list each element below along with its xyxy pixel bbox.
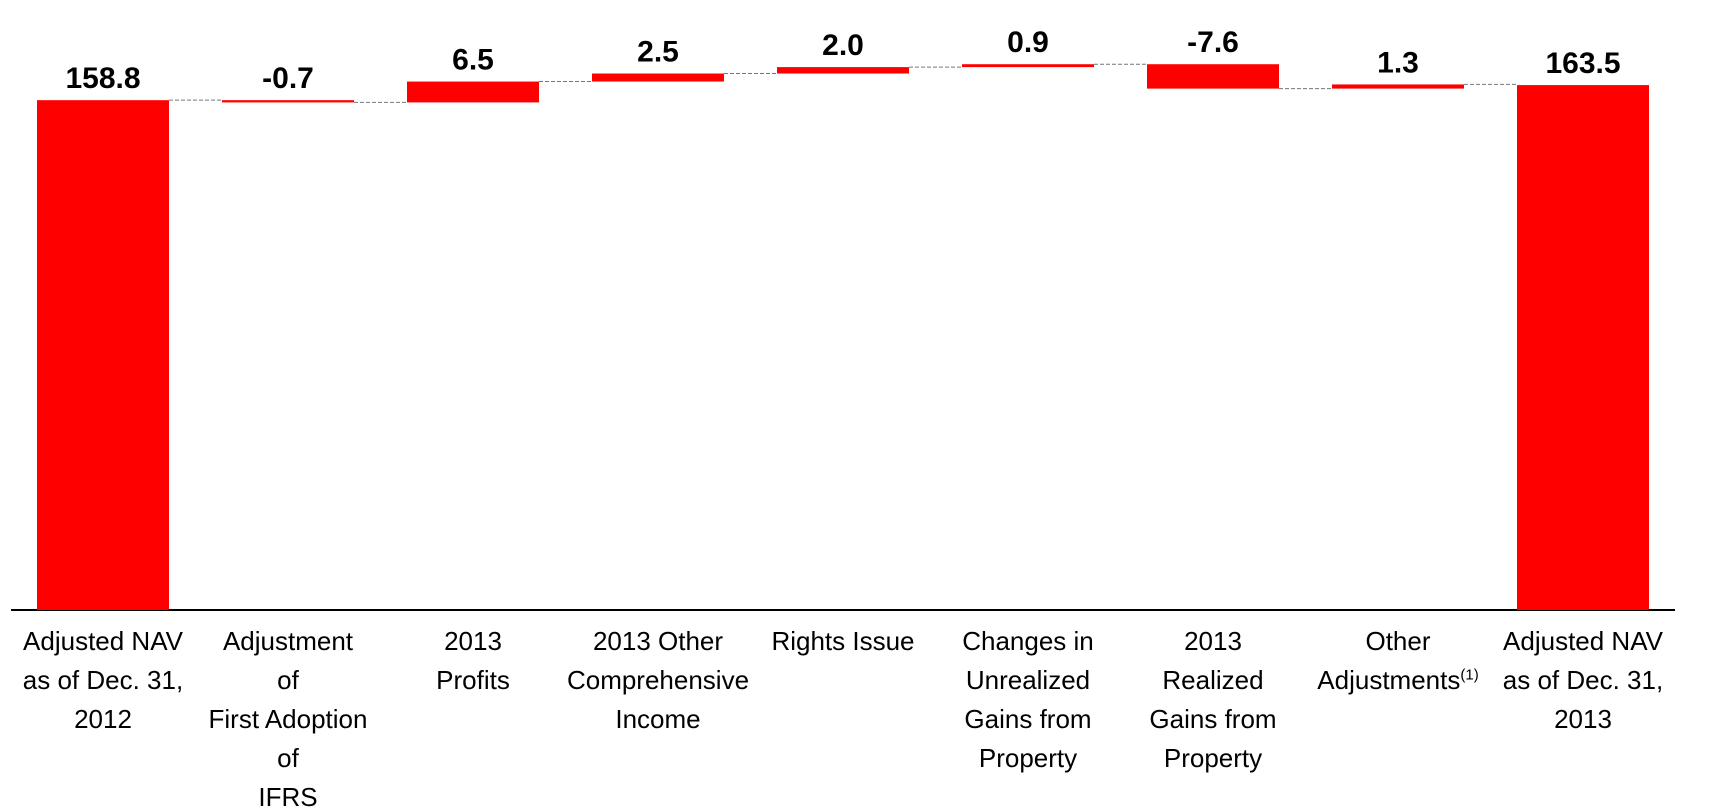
value-label: -0.7 <box>262 62 314 95</box>
value-label: 163.5 <box>1545 47 1620 80</box>
value-label: 6.5 <box>452 44 494 77</box>
value-label: 2.0 <box>822 29 864 62</box>
category-text: Adjusted NAV as of Dec. 31, 2013 <box>1502 626 1664 734</box>
bar <box>777 67 909 74</box>
value-label: 158.8 <box>65 62 140 95</box>
bar <box>37 100 169 610</box>
bar <box>407 81 539 103</box>
x-tick-label: 2013 Other Comprehensive Income <box>563 622 753 739</box>
footnote-marker: (1) <box>1460 666 1479 684</box>
bar <box>962 64 1094 68</box>
bar <box>592 73 724 82</box>
category-text: 2013 Realized Gains from Property <box>1149 626 1277 773</box>
value-label: 0.9 <box>1007 26 1049 59</box>
x-tick-label: 2013 Realized Gains from Property <box>1118 622 1308 778</box>
category-text: Changes in Unrealized Gains from Propert… <box>962 626 1094 773</box>
value-label: -7.6 <box>1187 26 1239 59</box>
category-text: Rights Issue <box>771 626 915 656</box>
category-text: 2013 Other Comprehensive Income <box>566 626 750 734</box>
category-text: Other Adjustments <box>1317 626 1461 695</box>
x-tick-label: Adjusted NAV as of Dec. 31, 2012 <box>8 622 198 739</box>
x-tick-label: 2013 Profits <box>378 622 568 700</box>
category-text: 2013 Profits <box>436 626 510 695</box>
x-tick-label: Other Adjustments(1) <box>1303 622 1493 700</box>
x-tick-label: Adjustment of First Adoption of IFRS <box>193 622 383 812</box>
bar <box>1517 85 1649 610</box>
x-tick-label: Rights Issue <box>748 622 938 661</box>
bar <box>1332 84 1464 89</box>
x-tick-label: Changes in Unrealized Gains from Propert… <box>933 622 1123 778</box>
x-tick-label: Adjusted NAV as of Dec. 31, 2013 <box>1488 622 1678 739</box>
bar <box>1147 64 1279 89</box>
category-text: Adjusted NAV as of Dec. 31, 2012 <box>22 626 184 734</box>
bar <box>222 100 354 103</box>
category-text: Adjustment of First Adoption of IFRS <box>208 626 368 812</box>
value-label: 1.3 <box>1377 46 1419 79</box>
value-label: 2.5 <box>637 36 679 69</box>
